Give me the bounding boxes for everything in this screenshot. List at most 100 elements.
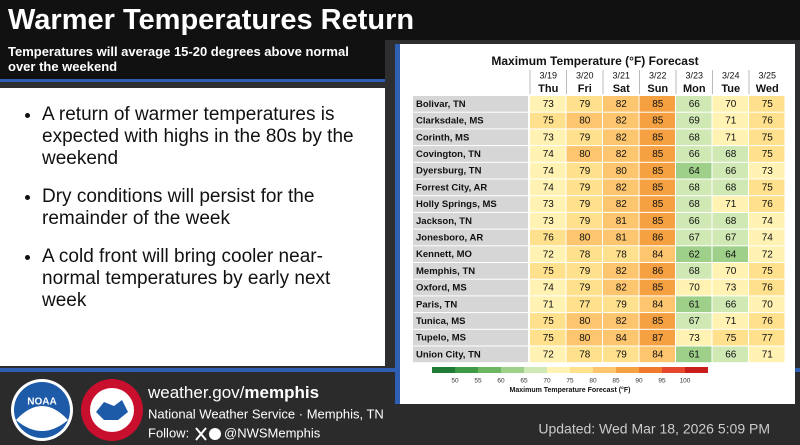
temp: 80 (616, 166, 628, 177)
temp-cell (712, 279, 748, 296)
temp-cell (566, 212, 602, 229)
city-cell (413, 246, 528, 262)
day: Sat (613, 83, 630, 95)
city-cell (413, 279, 528, 296)
temp: 75 (543, 316, 555, 327)
temp: 71 (725, 316, 737, 327)
temp-cell (712, 179, 748, 196)
temp-cell (603, 112, 639, 129)
temp-cell (530, 296, 566, 313)
temp-cell (712, 346, 748, 363)
temp-cell (603, 229, 639, 246)
updated: Updated: Wed Mar 18, 2026 5:09 PM (538, 421, 770, 437)
temp-cell (530, 129, 566, 146)
temp: 85 (652, 99, 664, 110)
temp: 79 (579, 132, 591, 143)
nws-cloud (96, 400, 128, 420)
date: 3/22 (649, 70, 667, 80)
scale-title: Maximum Temperature Forecast (°F) (510, 386, 631, 394)
temp: 79 (579, 99, 591, 110)
subtitle: Temperatures will average 15-20 degrees … (0, 40, 385, 82)
fb-icon (209, 428, 221, 440)
temp-cell (603, 212, 639, 229)
temp-cell (749, 296, 785, 313)
temp-cell (712, 146, 748, 162)
temp: 82 (616, 199, 628, 210)
temp: 82 (616, 116, 628, 127)
temp-cell (712, 329, 748, 346)
temp-cell (639, 196, 675, 212)
temp: 71 (725, 199, 737, 210)
temp: 68 (689, 199, 701, 210)
temp: 74 (543, 283, 555, 294)
city-cell (413, 162, 528, 179)
temp: 75 (543, 116, 555, 127)
scale-swatch (662, 367, 685, 373)
temp-cell (676, 246, 712, 262)
temp-cell (530, 212, 566, 229)
city: Dyersburg, TN (416, 166, 482, 177)
temp: 67 (689, 316, 701, 327)
temp: 82 (616, 316, 628, 327)
temp: 71 (762, 349, 774, 360)
bullet: A cold front will bring cooler near-norm… (42, 246, 365, 312)
temp: 76 (762, 283, 774, 294)
day: Sun (647, 83, 668, 95)
city: Covington, TN (416, 149, 481, 160)
site: weather.gov/memphis (147, 383, 319, 402)
scale-tick: 100 (680, 378, 691, 385)
temp: 66 (689, 149, 701, 160)
temp: 86 (652, 233, 664, 244)
scale-swatch (616, 367, 639, 373)
temp-cell (676, 279, 712, 296)
temp: 84 (616, 333, 628, 344)
scale-tick: 65 (520, 378, 528, 385)
city-cell (413, 196, 528, 212)
city: Kennett, MO (416, 249, 472, 260)
temp-cell (749, 329, 785, 346)
day: Thu (538, 83, 558, 95)
temp: 85 (652, 316, 664, 327)
temp-cell (676, 296, 712, 313)
temp: 74 (762, 233, 774, 244)
temp-cell (603, 263, 639, 279)
temp: 79 (579, 182, 591, 193)
temp-cell (749, 263, 785, 279)
temp: 66 (725, 299, 737, 310)
temp: 64 (725, 249, 737, 260)
temp-cell (530, 112, 566, 129)
temp: 79 (579, 199, 591, 210)
temp-cell (676, 129, 712, 146)
temp-cell (639, 313, 675, 329)
scale-tick: 95 (658, 378, 666, 385)
temp-cell (639, 162, 675, 179)
temp: 80 (579, 116, 591, 127)
temp-cell (566, 112, 602, 129)
x-icon (195, 427, 207, 441)
temp: 82 (616, 99, 628, 110)
temp-cell (712, 112, 748, 129)
temp: 70 (725, 99, 737, 110)
scale-swatch (547, 367, 570, 373)
temp-cell (603, 179, 639, 196)
scale-swatch (639, 367, 662, 373)
city-cell (413, 129, 528, 146)
site-bold: memphis (244, 383, 319, 402)
temp: 74 (543, 149, 555, 160)
temp: 72 (543, 249, 555, 260)
temp-cell (749, 96, 785, 112)
temp-cell (566, 246, 602, 262)
city: Tunica, MS (416, 316, 465, 327)
scale-tick: 70 (543, 378, 551, 385)
city: Jonesboro, AR (416, 232, 483, 243)
temp-cell (566, 162, 602, 179)
temp-cell (530, 246, 566, 262)
temp: 80 (579, 233, 591, 244)
temp-cell (749, 346, 785, 363)
scale-swatch (524, 367, 547, 373)
temp-cell (566, 96, 602, 112)
title: Warmer Temperatures Return (0, 0, 800, 40)
city-cell (413, 179, 528, 196)
scale-tick: 75 (566, 378, 574, 385)
temp: 67 (725, 233, 737, 244)
